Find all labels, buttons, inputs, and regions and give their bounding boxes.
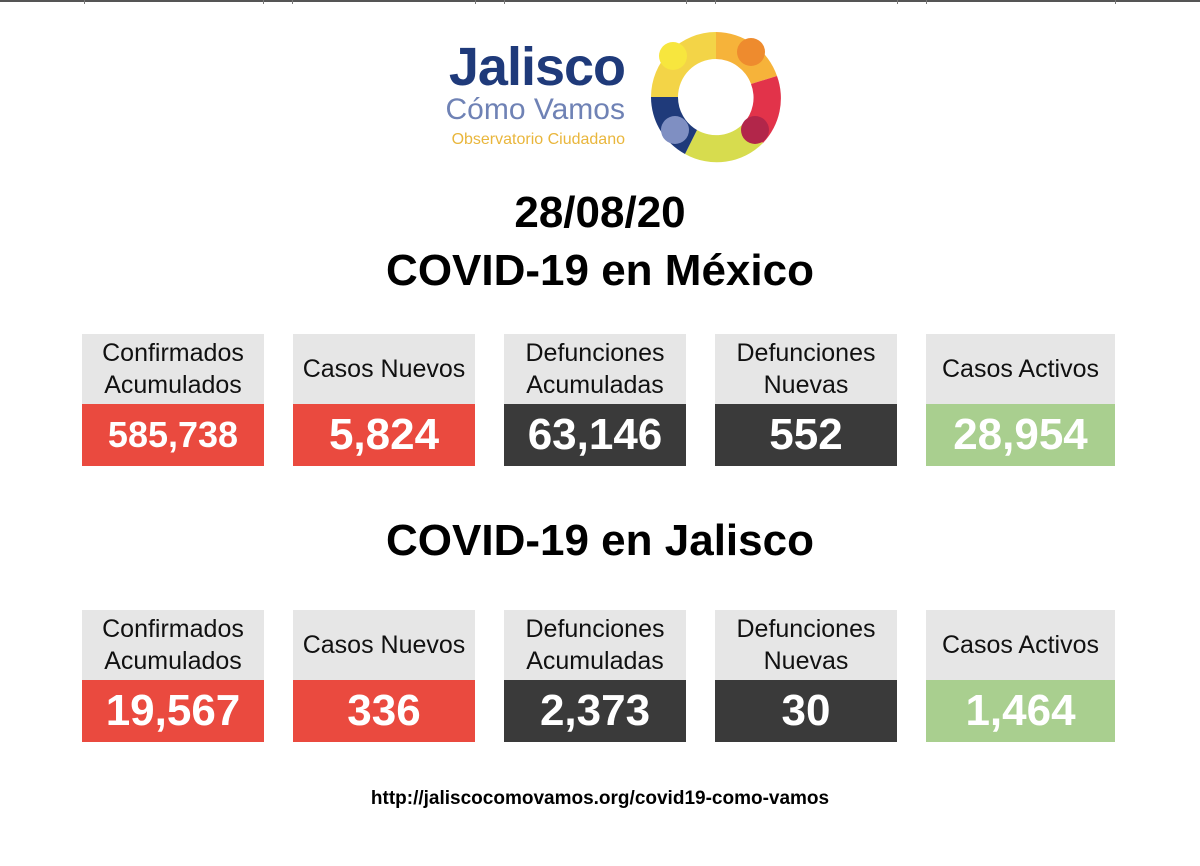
- jalisco-como-vamos-logo: Jalisco Cómo Vamos Observatorio Ciudadan…: [420, 30, 790, 170]
- mexico-heading: COVID-19 en México: [386, 246, 814, 295]
- jalisco-heading: COVID-19 en Jalisco: [386, 516, 814, 565]
- card-label: Casos Activos: [926, 610, 1115, 680]
- jalisco-confirmados-value: 19,567: [82, 680, 264, 742]
- jalisco-defunciones-nuevas-value: 30: [715, 680, 897, 742]
- card-label: Defunciones Acumuladas: [504, 334, 686, 404]
- card-label: Defunciones Nuevas: [715, 610, 897, 680]
- logo-tagline: Observatorio Ciudadano: [451, 131, 625, 148]
- jalisco-defunciones-nuevas-card: Defunciones Nuevas 30: [715, 610, 897, 742]
- footer-url-link[interactable]: http://jaliscocomovamos.org/covid19-como…: [370, 788, 830, 809]
- mexico-casos-nuevos-card: Casos Nuevos 5,824: [293, 334, 475, 466]
- jalisco-casos-activos-value: 1,464: [926, 680, 1115, 742]
- mexico-confirmados-value: 585,738: [82, 404, 264, 466]
- report-date: 28/08/20: [514, 188, 686, 237]
- top-border-ticks: [0, 0, 1200, 4]
- mexico-confirmados-card: Confirmados Acumulados 585,738: [82, 334, 264, 466]
- mexico-defunciones-acumuladas-value: 63,146: [504, 404, 686, 466]
- mexico-defunciones-nuevas-value: 552: [715, 404, 897, 466]
- logo-subtitle: Cómo Vamos: [445, 93, 625, 126]
- jalisco-defunciones-acumuladas-value: 2,373: [504, 680, 686, 742]
- card-label: Confirmados Acumulados: [82, 610, 264, 680]
- jalisco-casos-activos-card: Casos Activos 1,464: [926, 610, 1115, 742]
- card-label: Confirmados Acumulados: [82, 334, 264, 404]
- mexico-casos-activos-value: 28,954: [926, 404, 1115, 466]
- top-border: [0, 0, 1200, 2]
- mexico-defunciones-nuevas-card: Defunciones Nuevas 552: [715, 334, 897, 466]
- mexico-defunciones-acumuladas-card: Defunciones Acumuladas 63,146: [504, 334, 686, 466]
- mexico-casos-nuevos-value: 5,824: [293, 404, 475, 466]
- jalisco-stats-row: Confirmados Acumulados 19,567 Casos Nuevo…: [0, 610, 1200, 742]
- logo-name: Jalisco: [448, 37, 626, 97]
- jalisco-casos-nuevos-card: Casos Nuevos 336: [293, 610, 475, 742]
- card-label: Casos Nuevos: [293, 334, 475, 404]
- logo-wordmark: Jalisco Cómo Vamos Observatorio Ciudadan…: [420, 37, 626, 150]
- mexico-casos-activos-card: Casos Activos 28,954: [926, 334, 1115, 466]
- card-label: Defunciones Acumuladas: [504, 610, 686, 680]
- mexico-stats-row: Confirmados Acumulados 585,738 Casos Nuev…: [0, 334, 1200, 466]
- card-label: Casos Activos: [926, 334, 1115, 404]
- jalisco-confirmados-card: Confirmados Acumulados 19,567: [82, 610, 264, 742]
- jalisco-casos-nuevos-value: 336: [293, 680, 475, 742]
- card-label: Defunciones Nuevas: [715, 334, 897, 404]
- logo-ring-icon: [651, 32, 781, 163]
- card-label: Casos Nuevos: [293, 610, 475, 680]
- jalisco-defunciones-acumuladas-card: Defunciones Acumuladas 2,373: [504, 610, 686, 742]
